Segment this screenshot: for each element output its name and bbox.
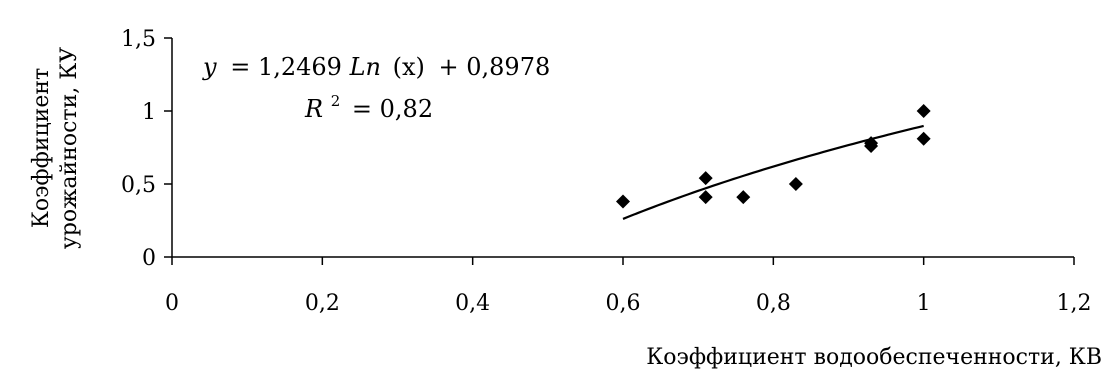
y-axis-title: Коэффициент урожайности, КУ — [29, 47, 82, 249]
y-tick-label: 0,5 — [121, 173, 156, 198]
x-tick-label: 0,4 — [455, 291, 490, 316]
trend-equation: y = 1,2469 Ln (x) + 0,8978 — [202, 53, 550, 81]
r2-exp: 2 — [331, 92, 341, 110]
eq-y: y — [202, 53, 217, 81]
data-point — [864, 139, 879, 154]
eq-coef: = 1,2469 — [230, 53, 342, 81]
x-tick-label: 0,6 — [606, 291, 641, 316]
r-squared: R 2 = 0,82 — [304, 84, 433, 123]
r2-r: R — [304, 95, 323, 123]
data-point — [788, 177, 803, 191]
y-tick-label: 1 — [142, 100, 156, 125]
trendline — [622, 124, 924, 220]
data-point — [916, 131, 931, 146]
x-axis-title: Коэффициент водообеспеченности, КВ — [646, 345, 1102, 370]
x-tick-label: 0,8 — [756, 291, 791, 316]
x-ticks: 0 0,2 0,4 0,6 0,8 1 1,2 — [165, 257, 1092, 316]
y-axis-title-line-2: урожайности, КУ — [57, 47, 82, 249]
y-axis-title-line-1: Коэффициент — [29, 68, 54, 228]
x-tick-label: 0,2 — [305, 291, 340, 316]
data-point — [698, 190, 713, 205]
y-ticks: 0 0,5 1 1,5 — [121, 27, 172, 271]
eq-ln: Ln — [349, 53, 381, 81]
eq-x: (x) — [393, 53, 425, 81]
x-tick-label: 1,2 — [1057, 291, 1092, 316]
x-tick-label: 1 — [917, 291, 931, 316]
data-point — [698, 171, 713, 186]
data-point — [916, 104, 931, 118]
data-point — [736, 190, 751, 205]
x-tick-label: 0 — [165, 291, 179, 316]
data-points — [616, 104, 931, 209]
y-tick-label: 0 — [142, 246, 156, 271]
r2-value: = 0,82 — [352, 95, 433, 123]
eq-tail: + 0,8978 — [439, 53, 551, 81]
data-point — [616, 194, 630, 209]
y-tick-label: 1,5 — [121, 27, 156, 52]
